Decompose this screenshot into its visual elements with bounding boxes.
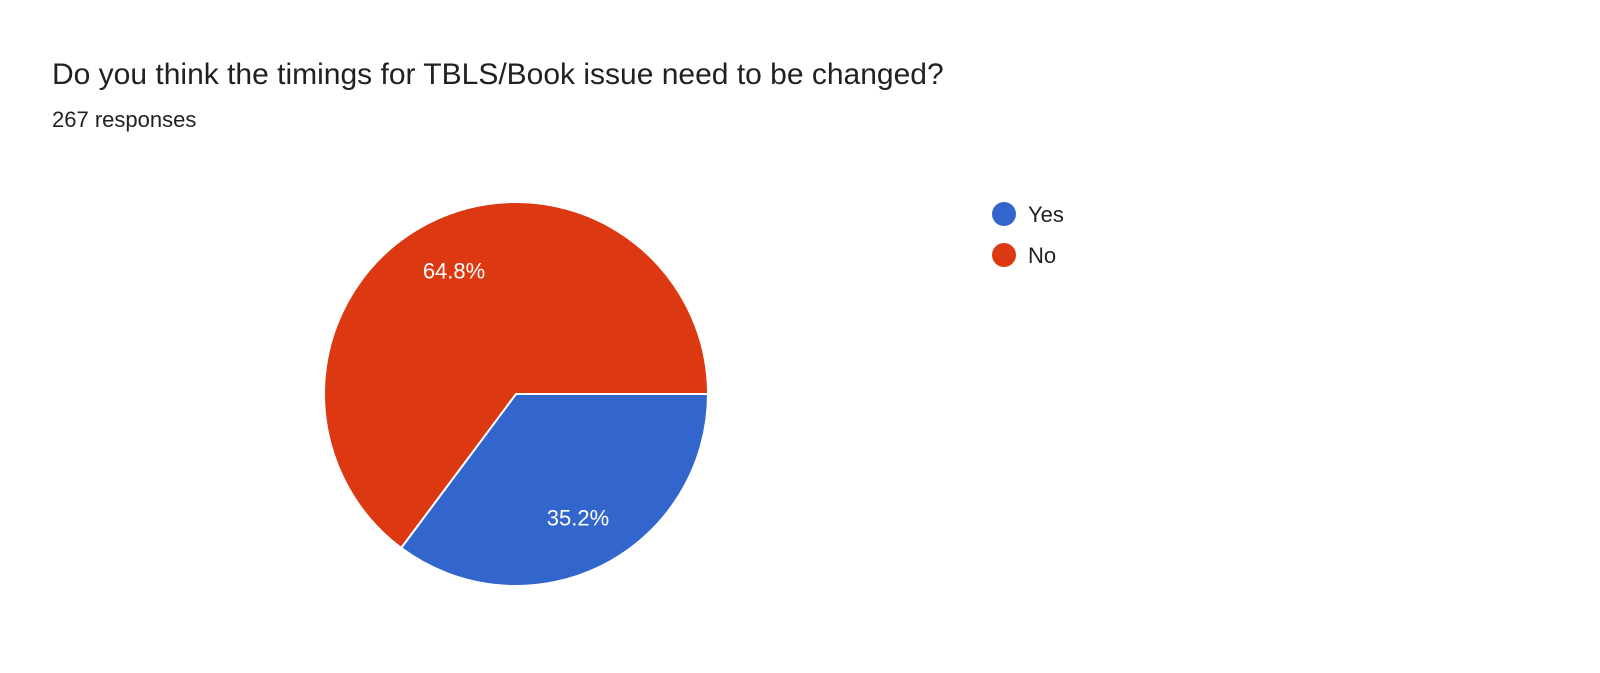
legend-label: Yes xyxy=(1028,202,1064,227)
slice-label-no: 64.8% xyxy=(423,258,485,283)
legend-swatch xyxy=(992,243,1016,267)
slice-label-yes: 35.2% xyxy=(547,506,609,531)
response-count: 267 responses xyxy=(52,107,197,132)
pie-slice-yes xyxy=(399,393,710,587)
legend-item-yes: Yes xyxy=(992,202,1064,227)
pie-slice-no xyxy=(323,201,710,550)
legend-swatch xyxy=(992,202,1016,226)
chart-title: Do you think the timings for TBLS/Book i… xyxy=(52,58,944,91)
legend-item-no: No xyxy=(992,243,1056,268)
legend-label: No xyxy=(1028,243,1056,268)
